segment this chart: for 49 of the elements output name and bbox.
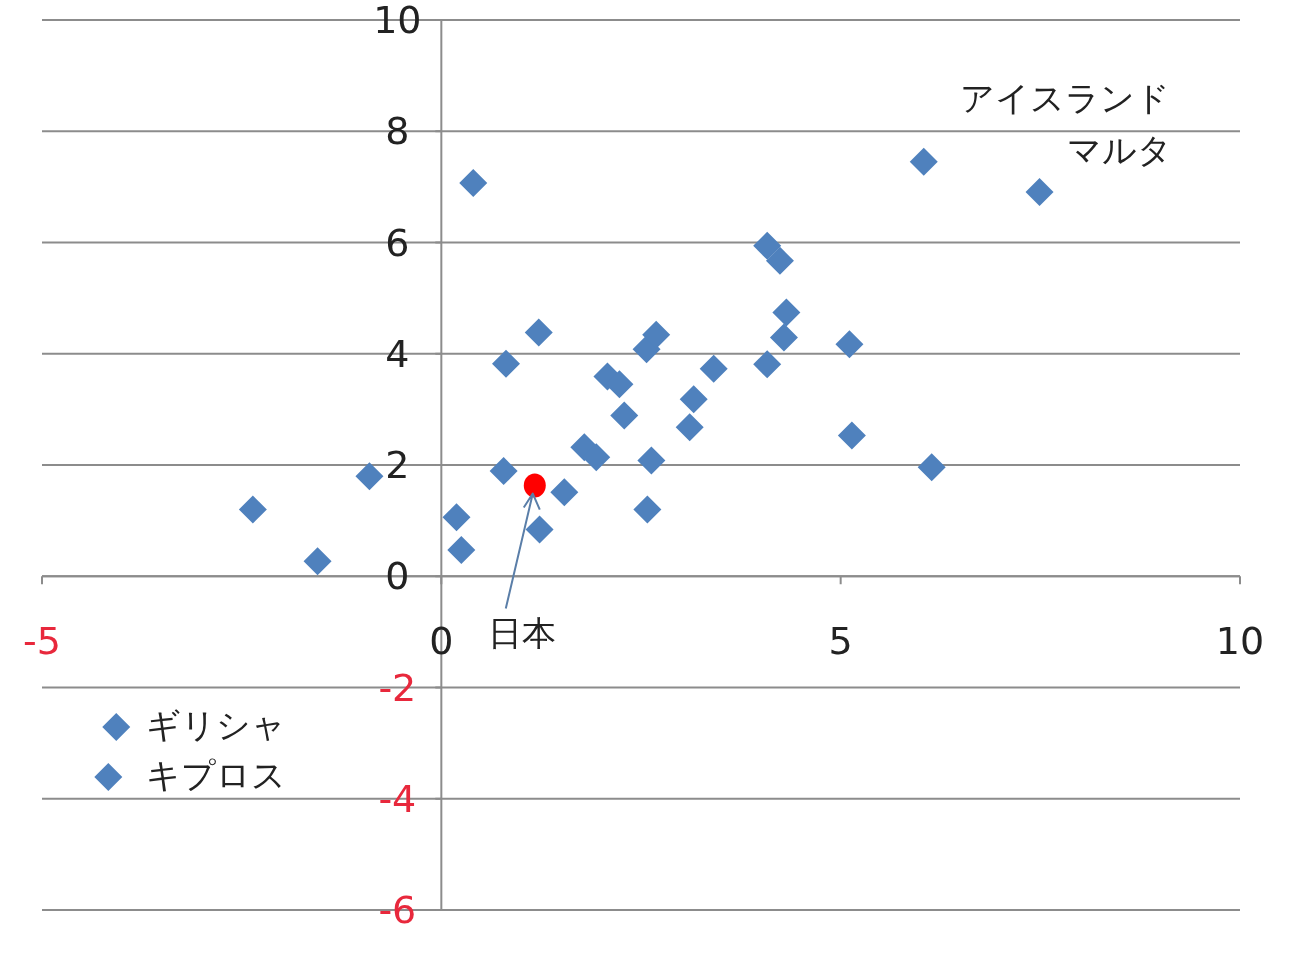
annotation: ギリシャ bbox=[146, 704, 287, 745]
y-tick-label: 10 bbox=[373, 0, 422, 42]
y-tick-label: -2 bbox=[378, 665, 417, 710]
point bbox=[753, 350, 782, 379]
y-tick-label: 6 bbox=[385, 220, 410, 265]
point bbox=[238, 495, 267, 524]
y-tick-label: 2 bbox=[385, 443, 410, 487]
x-tick-label: -5 bbox=[23, 619, 61, 664]
y-tick-label: -6 bbox=[378, 888, 417, 932]
point bbox=[102, 712, 131, 741]
point bbox=[637, 446, 666, 475]
point bbox=[355, 462, 384, 491]
annotation: アイスランド bbox=[959, 77, 1170, 118]
point bbox=[633, 495, 662, 524]
point bbox=[610, 401, 639, 430]
point bbox=[699, 354, 728, 383]
point bbox=[837, 421, 866, 450]
point bbox=[492, 349, 521, 378]
annotation: 日本 bbox=[487, 612, 556, 653]
x-tick-label: 5 bbox=[828, 619, 853, 664]
point bbox=[459, 168, 488, 197]
point bbox=[765, 246, 794, 275]
x-tick-label: 10 bbox=[1215, 619, 1265, 664]
point bbox=[769, 323, 798, 352]
point bbox=[303, 547, 332, 576]
y-tick-label: 0 bbox=[385, 554, 410, 599]
point bbox=[489, 457, 518, 486]
point bbox=[675, 413, 704, 442]
y-tick-label: 4 bbox=[385, 331, 410, 376]
point bbox=[524, 318, 553, 347]
point bbox=[835, 330, 864, 359]
point bbox=[679, 385, 708, 414]
point bbox=[582, 443, 611, 472]
annotation: マルタ bbox=[1066, 129, 1172, 170]
x-tick-label: 0 bbox=[429, 619, 454, 664]
point bbox=[94, 763, 123, 792]
point bbox=[753, 231, 782, 260]
point bbox=[772, 298, 801, 327]
point bbox=[1025, 177, 1054, 206]
y-tick-label: -4 bbox=[378, 776, 417, 821]
annotation: キプロス bbox=[146, 755, 287, 796]
point bbox=[447, 536, 476, 565]
point bbox=[550, 478, 579, 507]
point bbox=[909, 147, 938, 176]
y-tick-label: 8 bbox=[385, 109, 410, 154]
point bbox=[917, 453, 946, 482]
point bbox=[642, 320, 671, 349]
point bbox=[442, 503, 471, 532]
point bbox=[525, 515, 554, 544]
